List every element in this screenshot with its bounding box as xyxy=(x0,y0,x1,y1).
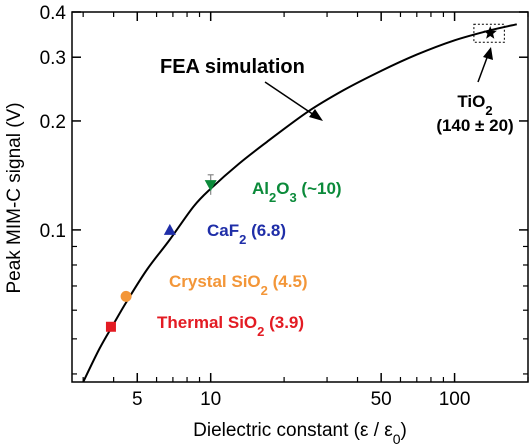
label-caf2: CaF2 (6.8) xyxy=(207,221,286,247)
y-tick-label: 0.3 xyxy=(40,48,66,69)
label-al2o3: Al2O3 (~10) xyxy=(252,179,342,205)
x-tick-label: 50 xyxy=(371,389,392,410)
marker-caf2 xyxy=(163,223,176,235)
fea-arrow-head xyxy=(309,109,323,121)
label-crystal-sio2: Crystal SiO2 (4.5) xyxy=(169,272,308,298)
x-tick-label: 100 xyxy=(439,389,471,410)
y-axis-title: Peak MIM-C signal (V) xyxy=(4,102,25,293)
fea-simulation-curve xyxy=(82,23,518,383)
marker-tio2 xyxy=(483,26,497,39)
label-tio2-value: (140 ± 20) xyxy=(436,116,513,135)
fea-simulation-label: FEA simulation xyxy=(160,56,305,78)
x-tick-label: 5 xyxy=(132,389,143,410)
tio2-arrow-line xyxy=(477,54,489,83)
marker-crystal-sio2 xyxy=(120,290,132,302)
y-tick-label: 0.2 xyxy=(40,112,66,133)
fea-arrow-line xyxy=(264,81,318,118)
y-tick-label: 0.1 xyxy=(40,221,66,242)
label-tio2: TiO2 xyxy=(457,92,492,118)
x-axis-title: Dielectric constant (ε / ε0) xyxy=(193,420,407,444)
x-tick-label: 10 xyxy=(200,389,221,410)
marker-al2o3 xyxy=(204,180,217,192)
tio2-arrow-head xyxy=(483,47,493,60)
label-thermal-sio2: Thermal SiO2 (3.9) xyxy=(157,313,304,339)
marker-thermal-sio2 xyxy=(105,321,116,332)
data-markers xyxy=(105,26,497,332)
y-tick-label: 0.4 xyxy=(40,3,67,24)
plot-frame xyxy=(71,11,529,383)
tick-labels: 5 10 50 100 0.1 0.2 0.3 0.4 xyxy=(40,3,471,410)
axis-ticks xyxy=(72,11,529,382)
